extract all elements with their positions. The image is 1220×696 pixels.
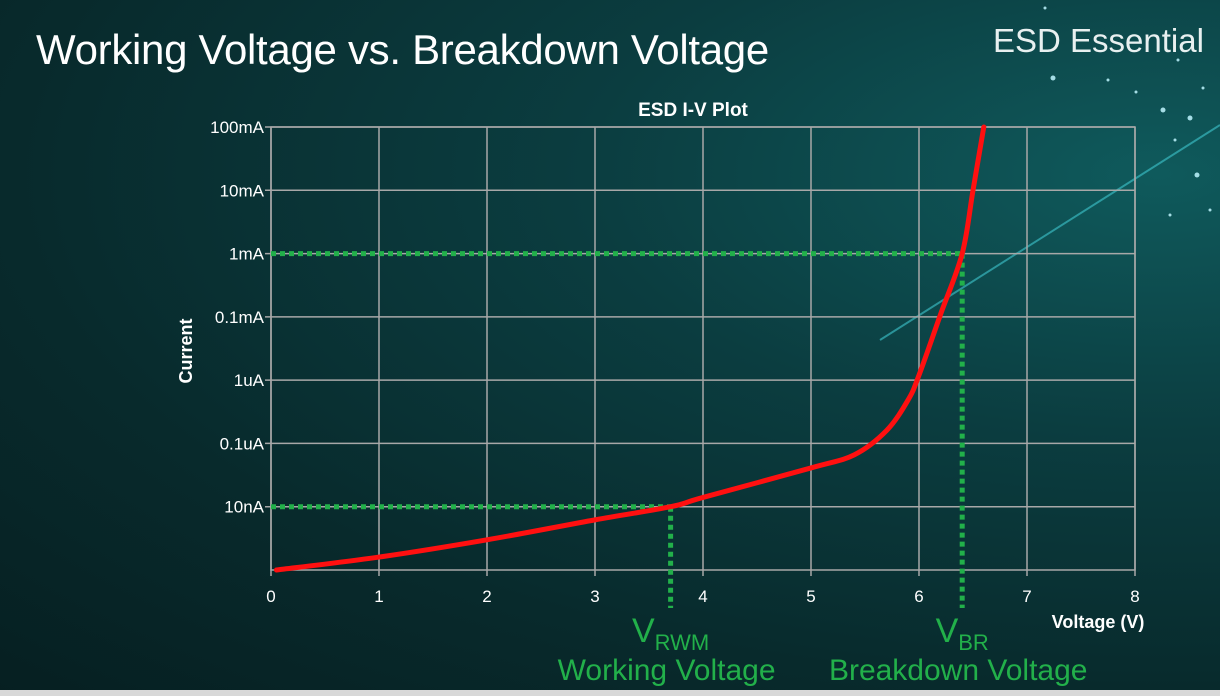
decorative-star xyxy=(1168,213,1172,217)
y-tick-label: 1mA xyxy=(229,245,265,264)
x-axis-label: Voltage (V) xyxy=(1052,612,1145,632)
y-tick-label: 1uA xyxy=(234,371,265,390)
symbol-subscript: RWM xyxy=(655,630,710,655)
y-tick-label: 0.1mA xyxy=(215,308,265,327)
axis-labels: ESD I-V Plot Voltage (V) Current xyxy=(176,100,1144,632)
x-tick-label: 3 xyxy=(590,587,599,606)
symbol-subscript: BR xyxy=(958,630,989,655)
series xyxy=(273,124,987,573)
annotation-guides xyxy=(271,251,965,608)
symbol-letter: V xyxy=(632,612,655,650)
y-axis-label: Current xyxy=(176,318,196,383)
x-tick-label: 8 xyxy=(1130,587,1139,606)
grid: 0 1 2 3 4 5 6 7 8 100mA 10mA 1mA 0.1mA 1uA 0.1uA 10nA xyxy=(210,118,1140,606)
chart-title: ESD I-V Plot xyxy=(638,100,748,121)
x-tick-label: 2 xyxy=(482,587,491,606)
decorative-star xyxy=(1194,172,1200,178)
decorative-star xyxy=(1106,78,1110,82)
x-tick-label: 6 xyxy=(914,587,923,606)
x-tick-label: 1 xyxy=(374,587,383,606)
background-decoration xyxy=(879,6,1220,341)
decorative-star xyxy=(1208,208,1212,212)
voltage-symbol: VRWM xyxy=(632,612,709,655)
decorative-star xyxy=(1187,115,1193,121)
decorative-light-streak xyxy=(879,124,1220,341)
x-tick-label: 4 xyxy=(698,587,707,606)
symbol-letter: V xyxy=(936,612,959,650)
x-tick-label: 7 xyxy=(1022,587,1031,606)
brand-logo-text: ESD Essential xyxy=(993,22,1204,59)
y-tick-label: 100mA xyxy=(210,118,265,137)
decorative-star xyxy=(1043,6,1047,10)
y-tick-label: 10mA xyxy=(220,181,265,200)
iv-curve xyxy=(273,124,987,573)
y-tick-label: 0.1uA xyxy=(220,434,265,453)
decorative-star xyxy=(1176,58,1180,62)
decorative-star xyxy=(1173,138,1177,142)
voltage-name-label: Breakdown Voltage xyxy=(829,654,1088,687)
decorative-star xyxy=(1050,75,1056,81)
voltage-name-label: Working Voltage xyxy=(558,654,776,687)
slide-title: Working Voltage vs. Breakdown Voltage xyxy=(36,26,769,73)
decorative-star xyxy=(1134,90,1138,94)
voltage-symbol: VBR xyxy=(936,612,989,655)
decorative-star xyxy=(1160,107,1166,113)
decorative-star xyxy=(1201,86,1205,90)
x-tick-label: 0 xyxy=(266,587,275,606)
x-tick-label: 5 xyxy=(806,587,815,606)
y-tick-label: 10nA xyxy=(224,498,264,517)
bottom-bar xyxy=(0,690,1220,696)
